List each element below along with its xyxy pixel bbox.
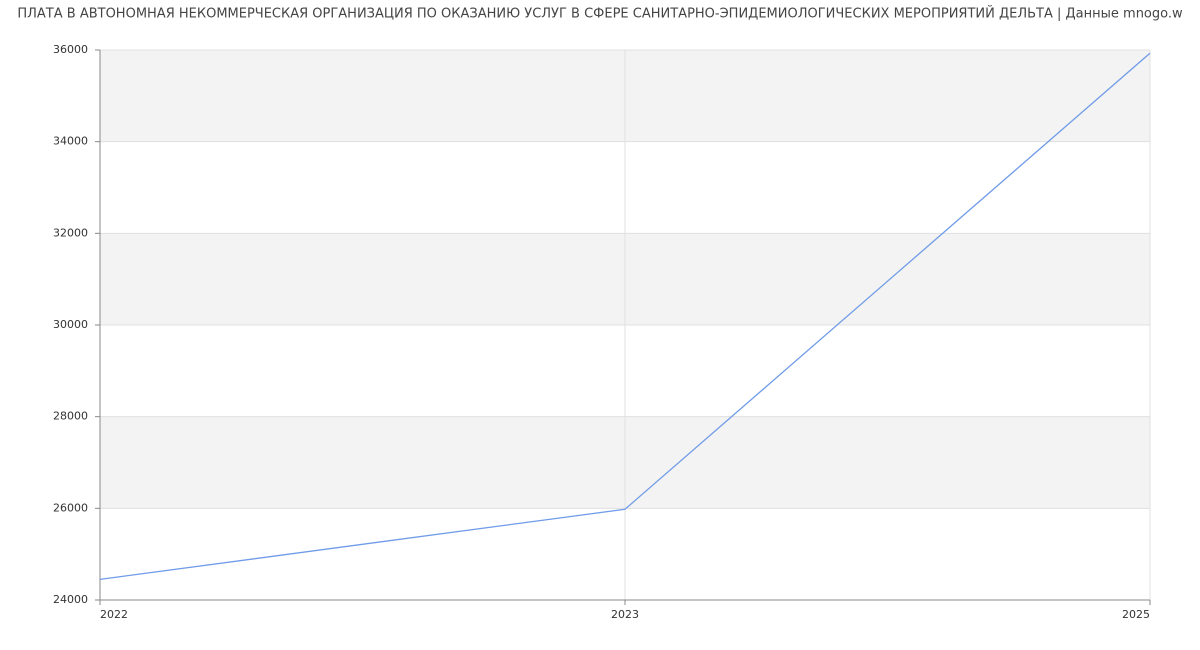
y-tick-label: 32000 (53, 226, 88, 239)
chart-title: ПЛАТА В АВТОНОМНАЯ НЕКОММЕРЧЕСКАЯ ОРГАНИ… (17, 6, 1183, 22)
y-tick-label: 36000 (53, 43, 88, 56)
x-tick-label: 2023 (611, 608, 639, 621)
y-tick-label: 28000 (53, 410, 88, 423)
y-tick-label: 30000 (53, 318, 88, 331)
y-tick-label: 34000 (53, 135, 88, 148)
y-tick-label: 24000 (53, 593, 88, 606)
line (99, 52, 1151, 581)
y-tick-label: 26000 (53, 501, 88, 514)
x-tick-label: 2022 (100, 608, 128, 621)
x-tick-label: 2025 (1122, 608, 1150, 621)
